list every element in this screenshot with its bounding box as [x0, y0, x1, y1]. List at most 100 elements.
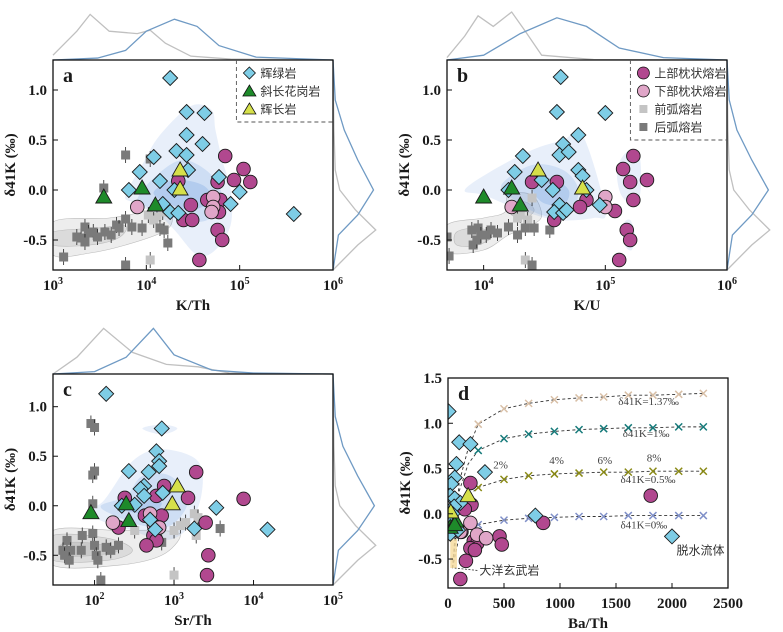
data-point-square [523, 215, 533, 225]
y-tick-label: 0.5 [422, 133, 441, 149]
mixing-curve-marker [624, 423, 633, 432]
y-axis-label: δ41K (‰) [398, 451, 414, 514]
data-point-circle [183, 197, 199, 213]
mixing-curve-marker [699, 467, 708, 476]
mixing-curve-marker [575, 393, 584, 402]
y-tick-label: -0.5 [418, 552, 442, 568]
data-point-square [181, 518, 191, 528]
data-point-diamond [558, 201, 575, 219]
legend-label: 后弧熔岩 [654, 120, 702, 135]
plot-area [53, 69, 302, 270]
data-point-square [191, 530, 201, 540]
data-point-circle [204, 204, 219, 220]
mixing-curve-marker [599, 392, 608, 402]
legend-border [629, 60, 727, 141]
mixing-curve-marker [550, 395, 559, 404]
data-point-square [121, 214, 131, 224]
mixing-curve-marker [674, 467, 683, 476]
y-tick-label: 1.0 [28, 83, 47, 99]
legend-marker-triangle [242, 102, 257, 115]
data-point-circle [201, 548, 216, 563]
data-point-square [66, 545, 76, 555]
data-point-square [447, 232, 452, 242]
data-point-diamond [147, 521, 164, 538]
panel-d: 1.5 1.0 0.5 0.0 -0.5 0 500 1000 1500 2000 2500 Ba/T… [398, 371, 743, 632]
data-point-circle [139, 538, 154, 553]
data-point-square [145, 255, 155, 265]
data-point-diamond [514, 147, 531, 165]
data-point-triangle [573, 179, 592, 195]
mixing-curve-marker [474, 420, 483, 429]
data-point-square [80, 237, 90, 247]
x-tick-label: 2000 [657, 596, 687, 612]
data-point-diamond [210, 168, 228, 186]
annotation-label: 大洋玄武岩 [479, 562, 539, 577]
data-point-square [513, 213, 523, 223]
data-point-diamond [462, 435, 479, 453]
data-point-square [90, 422, 100, 432]
data-point-circle [184, 212, 200, 228]
marginal-y-blue [332, 373, 376, 586]
data-point-triangle [529, 161, 547, 177]
mixing-curve-marker [599, 512, 608, 521]
data-point-square [137, 223, 147, 233]
data-point-diamond [476, 464, 494, 481]
panel-label: a [63, 65, 73, 87]
data-point-circle [463, 515, 478, 531]
data-point-diamond [231, 183, 248, 201]
data-point-circle [622, 232, 638, 248]
legend-marker-diamond [242, 66, 256, 80]
mixing-curve-marker [674, 390, 683, 399]
data-point-diamond [178, 126, 195, 144]
panel-label: d [458, 383, 469, 405]
data-point-circle [463, 475, 478, 491]
y-tick-label: 1.0 [28, 400, 47, 416]
x-tick-label: 104 [136, 276, 156, 294]
marginal-y-gray [332, 373, 377, 586]
y-tick-label: -0.5 [417, 233, 441, 249]
legend-marker-circle [637, 66, 650, 80]
data-point-triangle [474, 188, 493, 204]
axes-frame [52, 373, 334, 586]
mixing-curve-marker [524, 399, 533, 408]
ocean-basalt-box [450, 539, 457, 569]
data-point-square [193, 513, 203, 523]
y-tick-label: 0.5 [28, 133, 47, 149]
data-point-triangle [133, 179, 151, 195]
x-tick-label: 103 [43, 276, 63, 294]
data-point-diamond [98, 385, 115, 402]
data-point-diamond [451, 434, 468, 451]
data-point-circle [130, 199, 145, 215]
data-point-triangle [459, 486, 477, 503]
percent-label: 2% [493, 460, 508, 472]
mixing-curve-marker [575, 512, 584, 521]
data-point-diamond [208, 499, 225, 516]
data-point-square [503, 222, 513, 232]
data-point-circle [214, 232, 230, 248]
marginal-x-blue [446, 17, 728, 61]
x-tick-label: 102 [85, 591, 105, 609]
data-point-diamond [560, 143, 577, 161]
data-point-square [62, 535, 72, 545]
data-point-square [100, 227, 110, 237]
mixing-curve-marker [674, 511, 683, 520]
data-point-square [149, 215, 159, 225]
data-point-square [492, 228, 502, 238]
legend-label: 斜长花岗岩 [260, 84, 320, 99]
x-tick-label: 500 [493, 596, 516, 612]
data-point-circle [236, 161, 251, 177]
x-tick-label: 2500 [713, 596, 743, 612]
data-point-diamond [527, 507, 544, 524]
x-tick-label: 1000 [545, 596, 575, 612]
data-point-circle [626, 192, 641, 208]
curve-label: δ41K=1‰ [623, 428, 670, 440]
mixing-curve-marker [699, 422, 708, 431]
legend-border [235, 60, 333, 123]
x-tick-label: 0 [444, 596, 452, 612]
data-point-circle [243, 174, 258, 190]
data-point-square [101, 542, 111, 552]
data-point-circle [236, 491, 251, 507]
data-point-diamond [448, 455, 465, 473]
x-tick-label: 105 [595, 276, 615, 294]
